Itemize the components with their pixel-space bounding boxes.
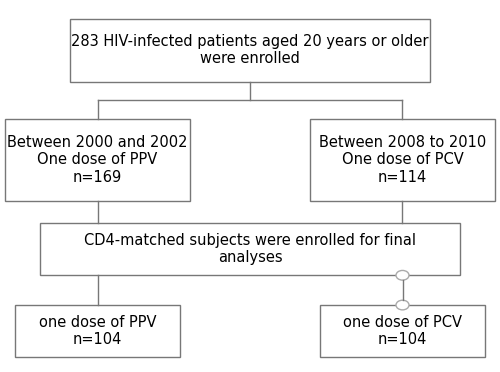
Text: 283 HIV-infected patients aged 20 years or older
were enrolled: 283 HIV-infected patients aged 20 years …	[72, 34, 429, 67]
FancyBboxPatch shape	[320, 305, 485, 357]
Text: CD4-matched subjects were enrolled for final
analyses: CD4-matched subjects were enrolled for f…	[84, 233, 416, 266]
Circle shape	[396, 300, 409, 310]
Text: one dose of PPV
n=104: one dose of PPV n=104	[39, 315, 156, 347]
Circle shape	[396, 270, 409, 280]
FancyBboxPatch shape	[15, 305, 180, 357]
FancyBboxPatch shape	[70, 19, 430, 82]
Text: Between 2000 and 2002
One dose of PPV
n=169: Between 2000 and 2002 One dose of PPV n=…	[7, 135, 188, 185]
Text: one dose of PCV
n=104: one dose of PCV n=104	[343, 315, 462, 347]
FancyBboxPatch shape	[40, 223, 460, 275]
FancyBboxPatch shape	[5, 119, 190, 201]
FancyBboxPatch shape	[310, 119, 495, 201]
Text: Between 2008 to 2010
One dose of PCV
n=114: Between 2008 to 2010 One dose of PCV n=1…	[319, 135, 486, 185]
